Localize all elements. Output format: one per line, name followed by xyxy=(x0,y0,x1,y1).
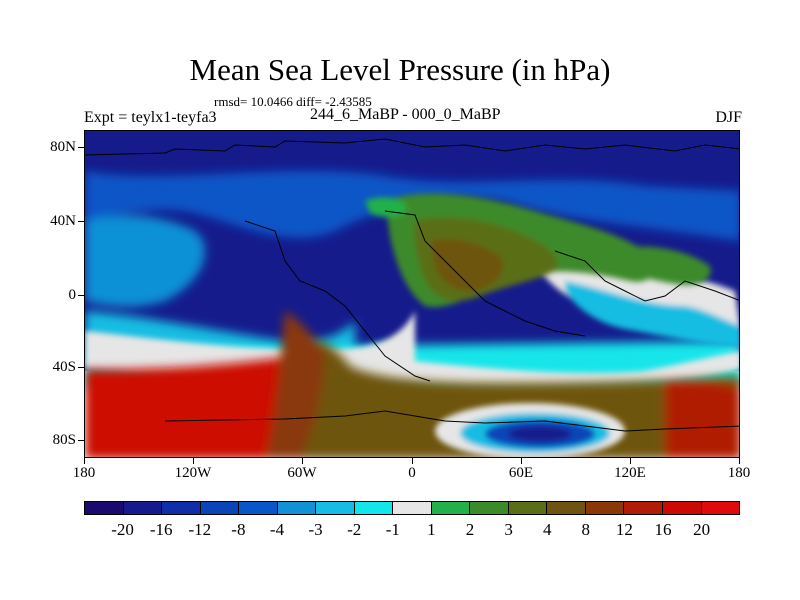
colorbar-label: 4 xyxy=(542,520,552,539)
colorbar-label: 1 xyxy=(427,520,436,539)
colorbar-label: -12 xyxy=(188,520,212,539)
field-southeast-red xyxy=(665,380,739,457)
lon-tick xyxy=(630,458,631,464)
colorbar-box xyxy=(701,502,740,514)
lat-tick xyxy=(78,221,84,222)
colorbar-box xyxy=(470,502,509,514)
colorbar-label: 2 xyxy=(465,520,475,539)
field-west-light xyxy=(85,215,205,307)
period-label: 244_6_MaBP - 000_0_MaBP xyxy=(310,106,501,123)
field-north-mid xyxy=(85,171,739,241)
field-south-darkbrown xyxy=(265,311,325,457)
lat-tick xyxy=(78,147,84,148)
lat-label: 0 xyxy=(68,287,77,303)
lat-tick xyxy=(78,295,84,296)
colorbar-label: -20 xyxy=(111,520,134,539)
lon-label: 60E xyxy=(508,465,534,481)
lon-label: 120E xyxy=(614,465,646,481)
colorbar-box xyxy=(431,502,471,514)
colorbar-box xyxy=(200,502,240,514)
colorbar-label: 3 xyxy=(504,520,513,539)
lon-label: 60W xyxy=(287,465,317,481)
lon-label: 120W xyxy=(174,465,212,481)
field-south-red xyxy=(85,356,295,457)
field-asia-green xyxy=(605,246,711,286)
field-asia-cyan xyxy=(565,281,739,346)
colorbar-label: -1 xyxy=(385,520,400,539)
stats-text: rmsd= 10.0466 diff= -2.43585 xyxy=(214,94,372,109)
lon-tick xyxy=(412,458,413,464)
lon-tick xyxy=(302,458,303,464)
field-antarctic-core xyxy=(508,426,572,442)
lat-label: 80N xyxy=(50,139,76,155)
colorbar-box xyxy=(162,502,201,514)
coastline-east xyxy=(554,250,739,302)
season-label: DJF xyxy=(715,109,742,126)
colorbar-box xyxy=(316,502,355,514)
lon-tick xyxy=(739,458,740,464)
lon-label: 180 xyxy=(727,465,751,481)
colorbar-label: 16 xyxy=(654,520,672,539)
colorbar-box xyxy=(508,502,548,514)
colorbar-box xyxy=(624,502,663,514)
lat-label: 40N xyxy=(50,213,76,229)
coastline-north xyxy=(85,138,739,156)
coastline-south xyxy=(164,410,739,432)
colorbar-box xyxy=(277,502,317,514)
colorbar-label: -8 xyxy=(231,520,246,539)
colorbar-box xyxy=(85,502,124,514)
colorbar-box xyxy=(239,502,278,514)
experiment-label: Expt = teylx1-teyfa3 xyxy=(84,109,217,126)
colorbar-label: -2 xyxy=(347,520,362,539)
colorbar-label: 20 xyxy=(693,520,711,539)
lon-label: 180 xyxy=(72,465,96,481)
lon-tick xyxy=(193,458,194,464)
colorbar-label: -4 xyxy=(269,520,285,539)
lat-label: 80S xyxy=(52,432,76,448)
field-south-brown xyxy=(285,337,739,457)
colorbar-label: 8 xyxy=(581,520,591,539)
colorbar-label: -3 xyxy=(308,520,323,539)
pressure-map xyxy=(85,131,739,457)
colorbar-box xyxy=(354,502,394,514)
map-panel xyxy=(84,130,740,458)
colorbar-box xyxy=(393,502,432,514)
colorbar-box xyxy=(585,502,625,514)
lon-tick xyxy=(84,458,85,464)
colorbar-box xyxy=(547,502,586,514)
colorbar-box xyxy=(662,502,702,514)
coastline-pangea xyxy=(244,220,431,382)
coastlines xyxy=(85,138,739,432)
lat-tick xyxy=(78,440,84,441)
colorbar-label: -16 xyxy=(149,520,173,539)
lat-tick xyxy=(78,367,84,368)
field-pangea-dark xyxy=(430,239,504,292)
lon-label: 0 xyxy=(408,465,416,481)
colorbar xyxy=(84,501,740,515)
coastline-interior xyxy=(384,210,586,337)
colorbar-label: 12 xyxy=(615,520,633,539)
colorbar-box xyxy=(123,502,163,514)
lon-tick xyxy=(521,458,522,464)
lat-label: 40S xyxy=(52,359,76,375)
plot-title: Mean Sea Level Pressure (in hPa) xyxy=(189,52,611,87)
